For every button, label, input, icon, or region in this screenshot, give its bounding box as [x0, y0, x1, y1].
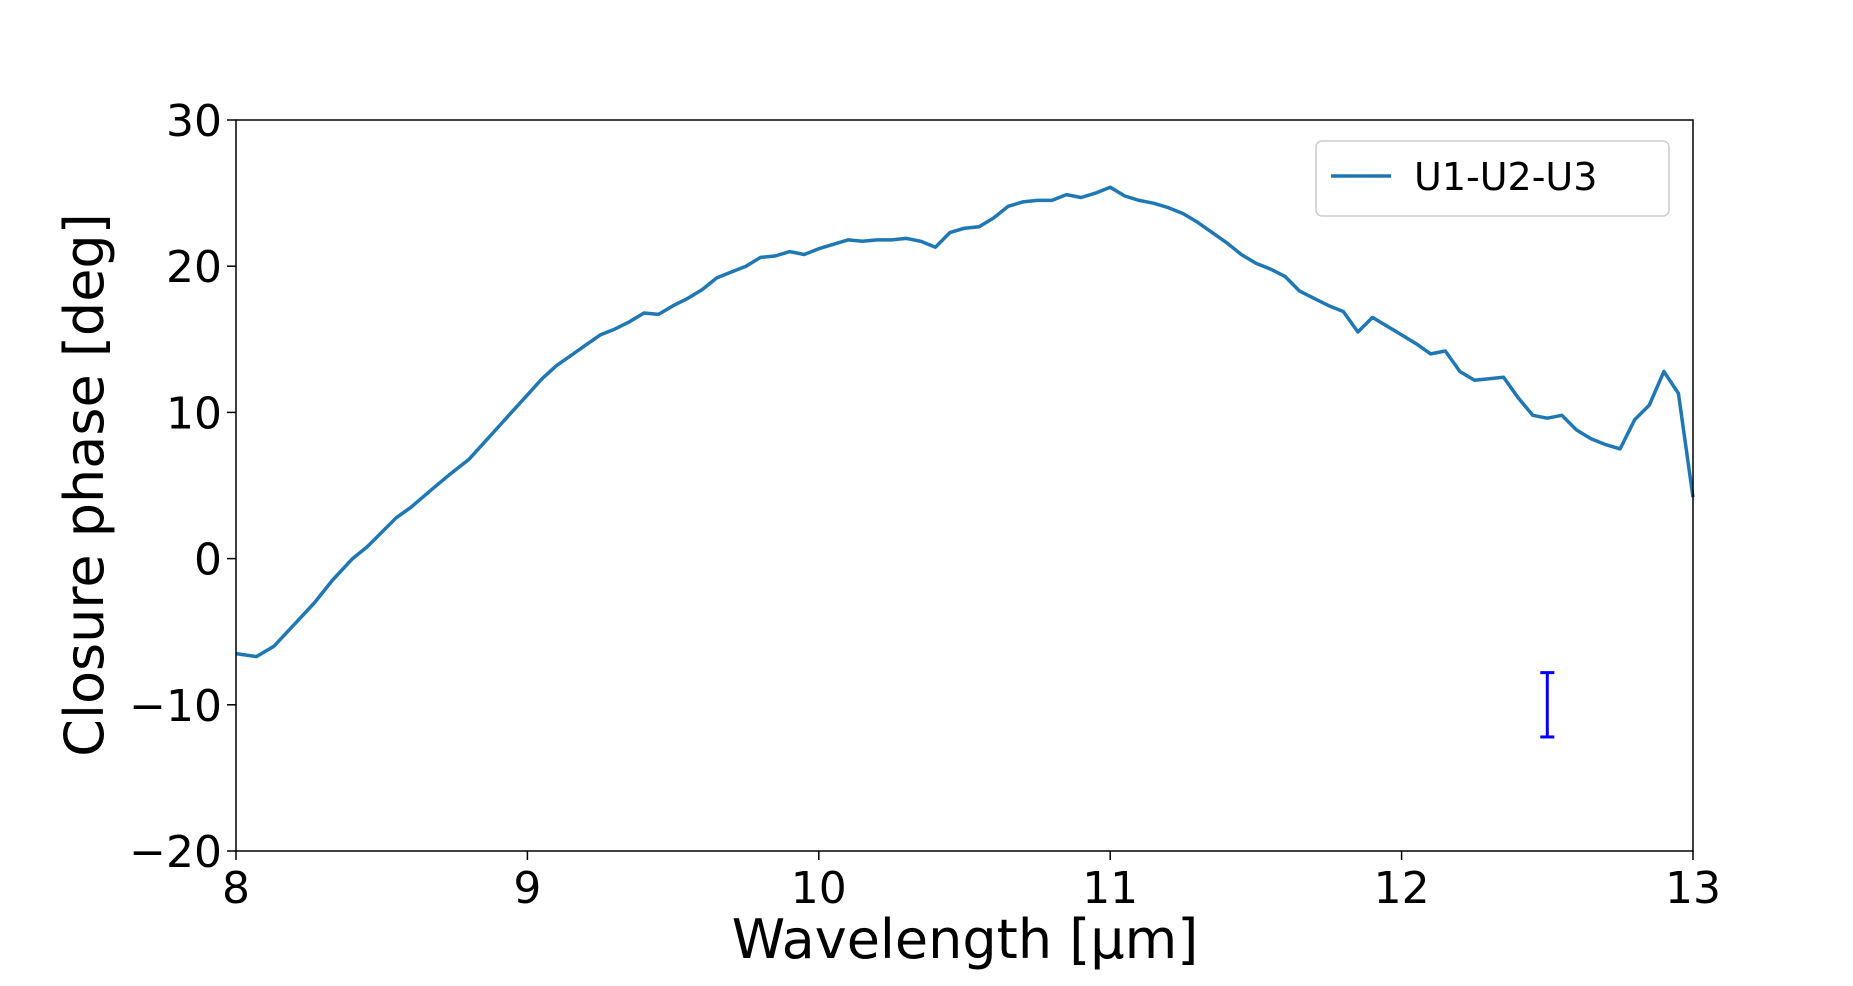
x-axis-label: Wavelength [μm] [732, 908, 1199, 971]
y-tick-label: −20 [129, 827, 222, 878]
plot-frame [235, 119, 1694, 852]
y-axis-ticks: −20 −10 0 10 20 30 [129, 96, 236, 878]
legend-label-u1-u2-u3: U1-U2-U3 [1414, 155, 1597, 199]
error-bar-layer [1540, 671, 1555, 739]
y-tick-label: 20 [166, 242, 222, 293]
x-tick-label: 11 [1082, 863, 1138, 914]
y-tick-label: −10 [129, 681, 222, 732]
y-tick-label: 30 [166, 96, 222, 147]
x-tick-label: 9 [513, 863, 541, 914]
legend-box [1315, 140, 1670, 217]
series-line-u1-u2-u3 [235, 185, 1695, 659]
x-axis-ticks: 8 9 10 11 12 13 [222, 851, 1721, 914]
x-tick-label: 13 [1665, 863, 1721, 914]
legend: U1-U2-U3 [1315, 140, 1670, 217]
y-axis-label: Closure phase [deg] [53, 213, 116, 757]
series-layer [235, 185, 1695, 659]
y-tick-label: 0 [194, 535, 222, 586]
x-tick-label: 10 [791, 863, 847, 914]
x-tick-label: 12 [1374, 863, 1430, 914]
x-tick-label: 8 [222, 863, 250, 914]
y-tick-label: 10 [166, 388, 222, 439]
